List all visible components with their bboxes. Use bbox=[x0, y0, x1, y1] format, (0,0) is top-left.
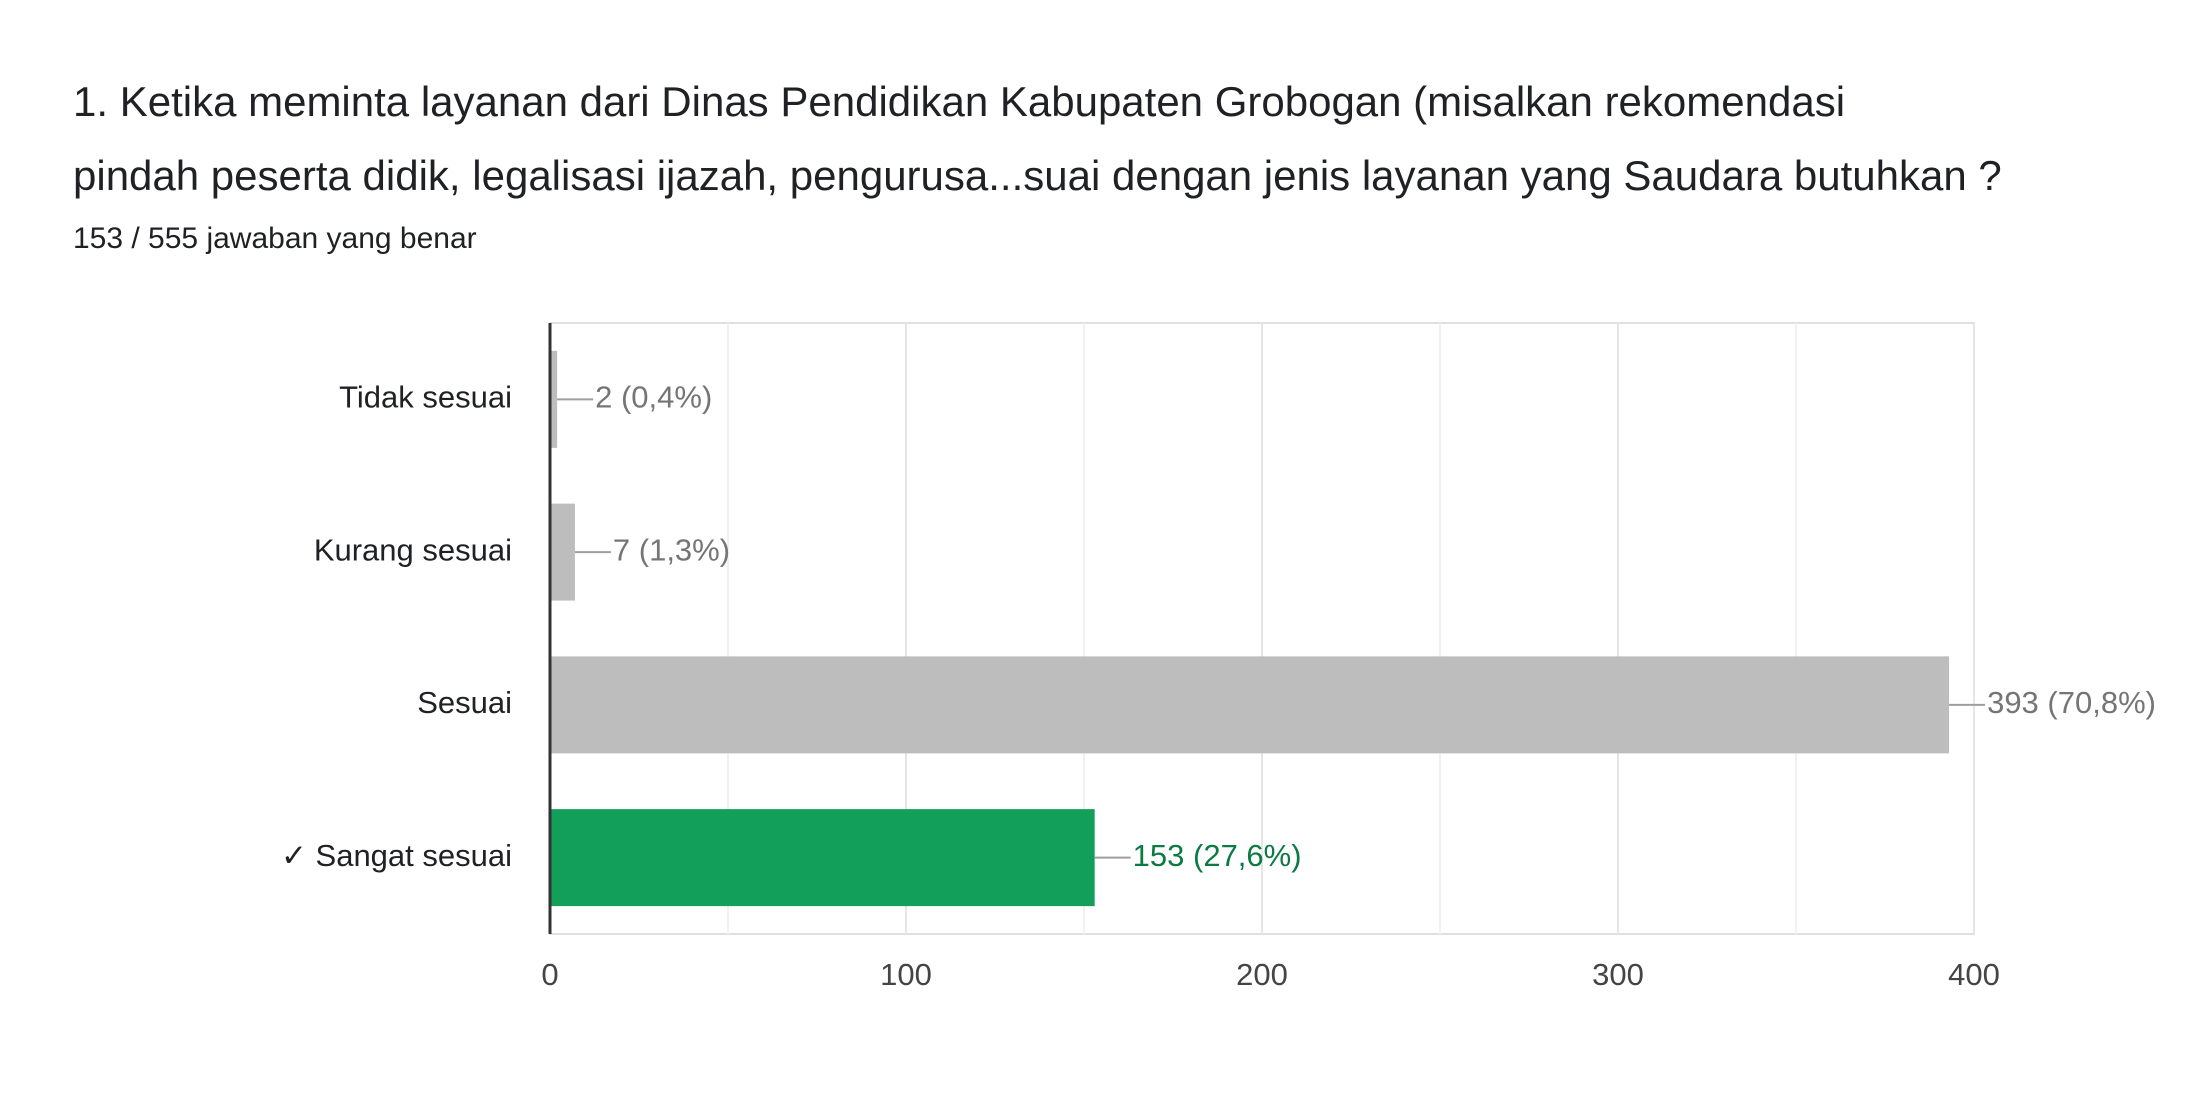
chart-title: 1. Ketika meminta layanan dari Dinas Pen… bbox=[73, 78, 1845, 125]
x-tick-label: 300 bbox=[1592, 957, 1644, 992]
y-tick-label: Kurang sesuai bbox=[314, 532, 512, 567]
value-label: 7 (1,3%) bbox=[613, 532, 730, 567]
y-tick-label: Tidak sesuai bbox=[339, 380, 512, 415]
x-tick-label: 100 bbox=[880, 957, 932, 992]
chart-subtitle: 153 / 555 jawaban yang benar bbox=[73, 222, 477, 255]
bar bbox=[550, 350, 558, 448]
value-label: 393 (70,8%) bbox=[1987, 685, 2156, 720]
x-tick-label: 0 bbox=[541, 957, 558, 992]
chart-title: pindah peserta didik, legalisasi ijazah,… bbox=[73, 152, 2002, 199]
bar bbox=[550, 656, 1950, 754]
y-tick-label: Sesuai bbox=[417, 685, 512, 720]
bar bbox=[550, 503, 575, 601]
x-tick-label: 200 bbox=[1236, 957, 1288, 992]
x-tick-label: 400 bbox=[1948, 957, 2000, 992]
value-label: 153 (27,6%) bbox=[1133, 838, 1302, 873]
y-tick-label: ✓ Sangat sesuai bbox=[281, 838, 512, 873]
value-label: 2 (0,4%) bbox=[595, 380, 712, 415]
bar bbox=[550, 809, 1095, 907]
